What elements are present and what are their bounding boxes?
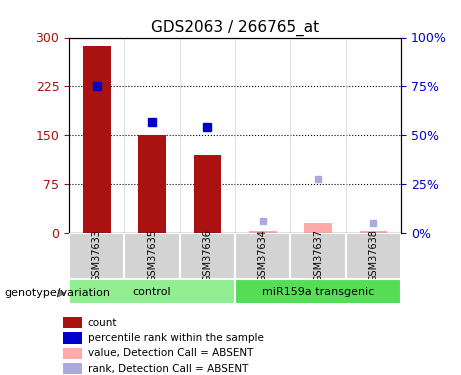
Bar — [235, 232, 290, 279]
Bar — [83, 46, 111, 232]
Bar — [360, 231, 387, 232]
Text: count: count — [88, 318, 117, 328]
Bar — [64, 348, 82, 359]
Bar — [124, 232, 180, 279]
Text: percentile rank within the sample: percentile rank within the sample — [88, 333, 264, 343]
Bar — [235, 279, 401, 304]
Bar — [249, 231, 277, 232]
Text: GSM37633: GSM37633 — [92, 230, 102, 282]
Bar — [290, 232, 346, 279]
Text: value, Detection Call = ABSENT: value, Detection Call = ABSENT — [88, 348, 253, 358]
Text: miR159a transgenic: miR159a transgenic — [262, 286, 374, 297]
Bar — [64, 317, 82, 328]
Text: GSM37638: GSM37638 — [368, 230, 378, 282]
Bar — [64, 363, 82, 374]
Text: GSM37637: GSM37637 — [313, 230, 323, 282]
Bar — [194, 154, 221, 232]
Text: genotype/variation: genotype/variation — [5, 288, 111, 298]
Bar — [64, 332, 82, 344]
Bar — [69, 232, 124, 279]
Bar — [69, 279, 235, 304]
Text: GSM37634: GSM37634 — [258, 230, 268, 282]
Text: rank, Detection Call = ABSENT: rank, Detection Call = ABSENT — [88, 364, 248, 374]
Title: GDS2063 / 266765_at: GDS2063 / 266765_at — [151, 20, 319, 36]
Bar — [138, 135, 166, 232]
Text: GSM37635: GSM37635 — [147, 230, 157, 282]
Text: control: control — [133, 286, 171, 297]
Bar — [304, 223, 332, 232]
Text: GSM37636: GSM37636 — [202, 230, 213, 282]
Bar — [346, 232, 401, 279]
Bar — [180, 232, 235, 279]
